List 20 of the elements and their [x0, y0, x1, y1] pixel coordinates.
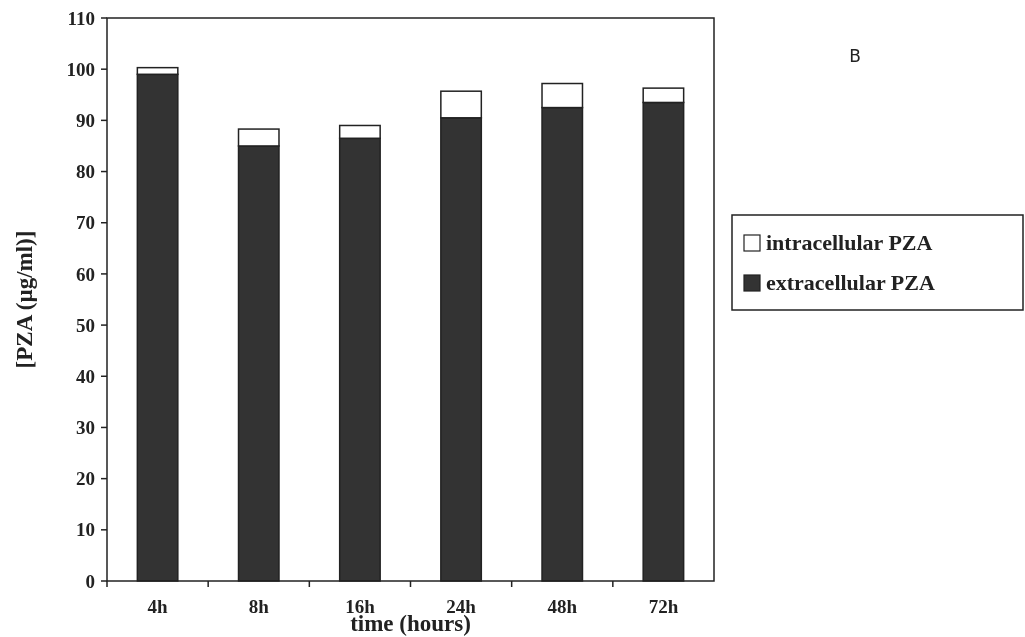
y-tick-label: 100: [66, 58, 95, 80]
x-tick-label: 8h: [248, 596, 270, 617]
y-tick-label: 20: [76, 468, 95, 490]
y-tick-label: 40: [76, 365, 95, 387]
x-tick-label: 48h: [547, 596, 578, 617]
text: B: [849, 46, 861, 66]
y-tick-label: 90: [76, 110, 95, 132]
y-tick-label: 110: [67, 7, 95, 29]
y-axis-title: [PZA (µg/ml)]: [12, 230, 37, 369]
y-tick-label: 50: [76, 314, 95, 336]
legend-label: extracellular PZA: [766, 270, 935, 295]
y-tick-label: 0: [85, 570, 95, 592]
y-tick-label: 70: [76, 212, 95, 234]
y-tick-label: 10: [76, 519, 95, 541]
x-tick-label: 72h: [648, 596, 679, 617]
y-tick-label: 60: [76, 263, 95, 285]
legend-label: intracellular PZA: [766, 230, 933, 255]
y-tick-label: 30: [76, 417, 95, 439]
x-tick-label: 4h: [147, 596, 169, 617]
y-tick-label: 80: [76, 161, 95, 183]
